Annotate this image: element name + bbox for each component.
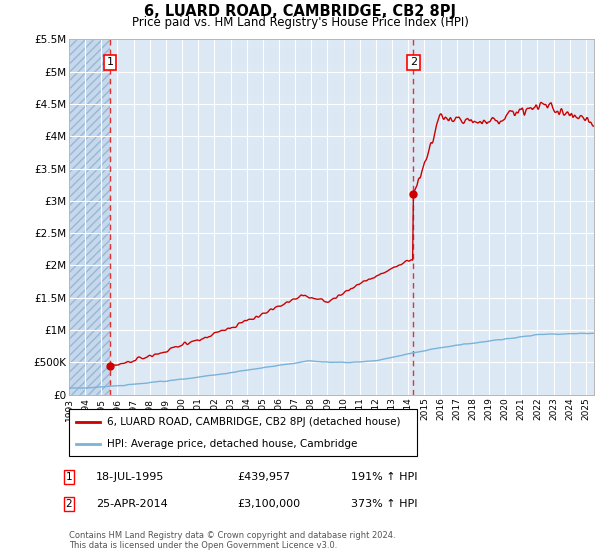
Text: 6, LUARD ROAD, CAMBRIDGE, CB2 8PJ (detached house): 6, LUARD ROAD, CAMBRIDGE, CB2 8PJ (detac…	[107, 417, 401, 427]
Bar	[69, 39, 110, 395]
Text: Price paid vs. HM Land Registry's House Price Index (HPI): Price paid vs. HM Land Registry's House …	[131, 16, 469, 29]
Text: 18-JUL-1995: 18-JUL-1995	[96, 472, 164, 482]
Text: £3,100,000: £3,100,000	[237, 499, 300, 509]
Text: 1: 1	[65, 472, 73, 482]
Text: 373% ↑ HPI: 373% ↑ HPI	[351, 499, 418, 509]
Text: 1: 1	[107, 57, 113, 67]
Text: Contains HM Land Registry data © Crown copyright and database right 2024.
This d: Contains HM Land Registry data © Crown c…	[69, 531, 395, 550]
Text: 2: 2	[410, 57, 417, 67]
Text: HPI: Average price, detached house, Cambridge: HPI: Average price, detached house, Camb…	[107, 438, 358, 449]
Text: 6, LUARD ROAD, CAMBRIDGE, CB2 8PJ: 6, LUARD ROAD, CAMBRIDGE, CB2 8PJ	[144, 4, 456, 19]
Text: 2: 2	[65, 499, 73, 509]
Text: £439,957: £439,957	[237, 472, 290, 482]
Text: 191% ↑ HPI: 191% ↑ HPI	[351, 472, 418, 482]
Text: 25-APR-2014: 25-APR-2014	[96, 499, 168, 509]
